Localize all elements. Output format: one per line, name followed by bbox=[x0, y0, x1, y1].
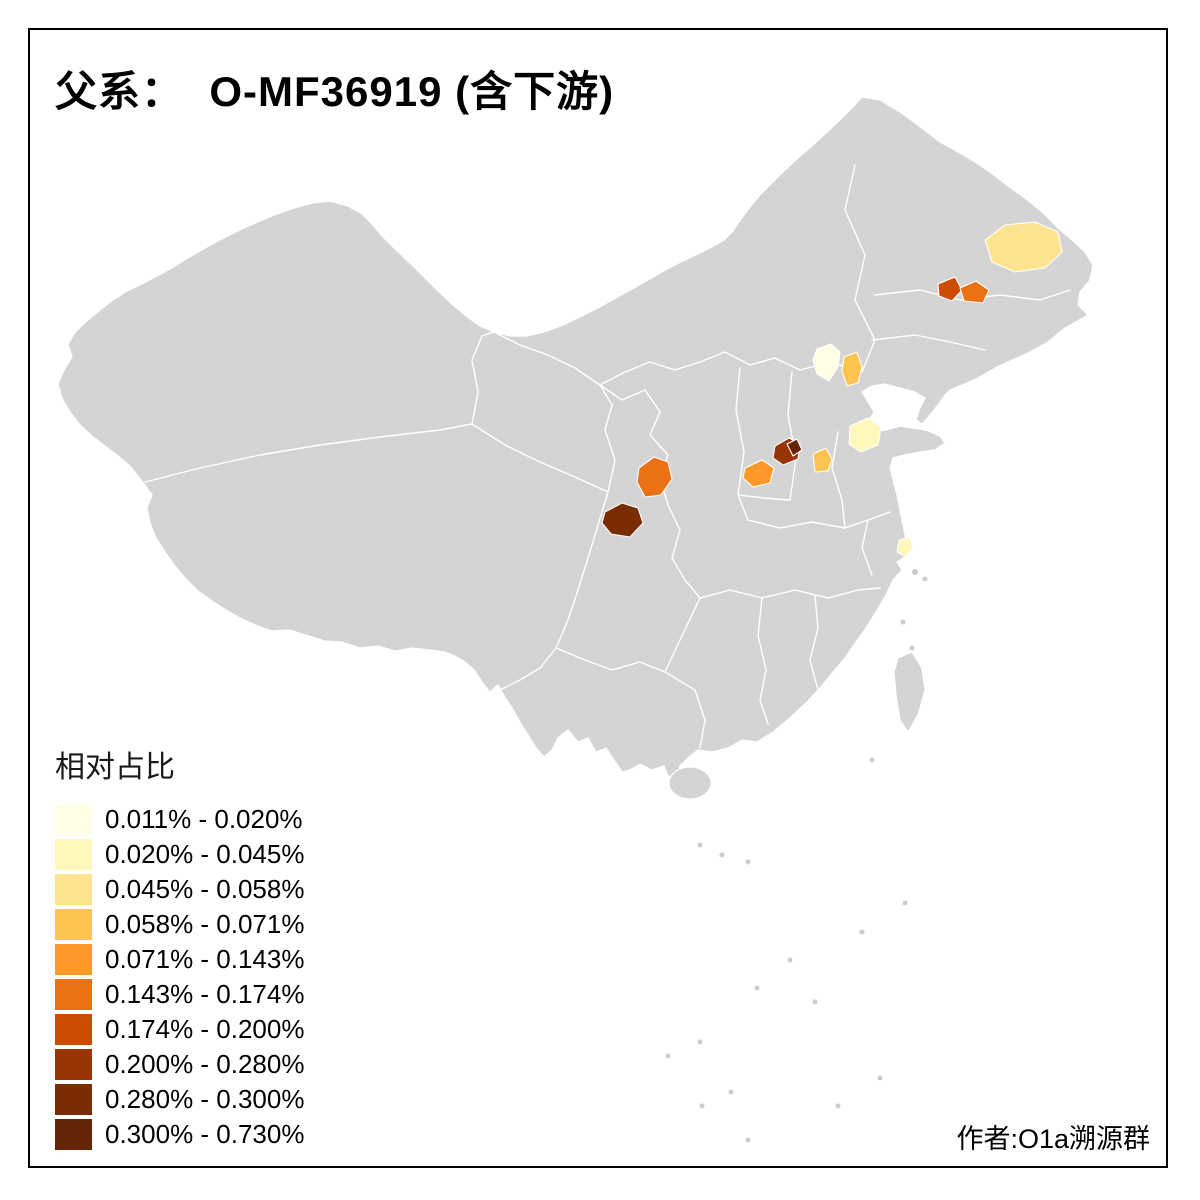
legend-item: 0.200% - 0.280% bbox=[55, 1049, 304, 1080]
legend-swatch bbox=[55, 1084, 92, 1115]
legend-items: 0.011% - 0.020% 0.020% - 0.045% 0.045% - 0… bbox=[55, 804, 304, 1150]
legend-label: 0.174% - 0.200% bbox=[105, 1014, 305, 1044]
highlight-east-of-beijing bbox=[841, 351, 863, 387]
legend-item: 0.045% - 0.058% bbox=[55, 874, 304, 905]
highlight-central-darkest bbox=[786, 438, 803, 457]
china-mainland-shape bbox=[57, 96, 1094, 779]
page-title: 父系： O-MF36919 (含下游) bbox=[55, 68, 615, 115]
highlight-central-orange-2 bbox=[812, 447, 833, 473]
highlight-northeast-pale bbox=[984, 221, 1063, 273]
legend-swatch bbox=[55, 839, 92, 870]
legend-label: 0.058% - 0.071% bbox=[105, 909, 305, 939]
legend-swatch bbox=[55, 944, 92, 975]
plot-border bbox=[28, 28, 1168, 1168]
highlight-central-orange-1 bbox=[742, 459, 775, 488]
legend-swatch bbox=[55, 1119, 92, 1150]
highlight-northeast-dark bbox=[937, 276, 963, 302]
legend-item: 0.280% - 0.300% bbox=[55, 1084, 304, 1115]
legend-label: 0.300% - 0.730% bbox=[105, 1119, 305, 1149]
legend-label: 0.200% - 0.280% bbox=[105, 1049, 305, 1079]
legend-item: 0.143% - 0.174% bbox=[55, 979, 304, 1010]
legend-label: 0.071% - 0.143% bbox=[105, 944, 305, 974]
highlight-shanghai bbox=[896, 536, 914, 558]
highlight-shaanxi-south bbox=[636, 456, 673, 498]
legend-label: 0.020% - 0.045% bbox=[105, 839, 305, 869]
legend-swatch bbox=[55, 979, 92, 1010]
legend-item: 0.058% - 0.071% bbox=[55, 909, 304, 940]
legend-item: 0.011% - 0.020% bbox=[55, 804, 304, 835]
highlight-sichuan-north bbox=[601, 502, 644, 538]
highlight-shandong bbox=[848, 417, 882, 453]
legend-title: 相对占比 bbox=[55, 751, 175, 784]
legend-item: 0.020% - 0.045% bbox=[55, 839, 304, 870]
legend-swatch bbox=[55, 1049, 92, 1080]
legend-swatch bbox=[55, 1014, 92, 1045]
small-islands bbox=[665, 569, 928, 1143]
province-borders bbox=[144, 164, 1071, 749]
legend-item: 0.300% - 0.730% bbox=[55, 1119, 304, 1150]
highlight-northeast-orange bbox=[959, 280, 990, 304]
highlight-beijing bbox=[812, 343, 841, 382]
legend: 相对占比 0.011% - 0.020% 0.020% - 0.045% 0.045… bbox=[55, 742, 304, 1154]
legend-swatch bbox=[55, 909, 92, 940]
legend-item: 0.071% - 0.143% bbox=[55, 944, 304, 975]
legend-label: 0.011% - 0.020% bbox=[105, 804, 303, 834]
hainan-shape bbox=[668, 766, 712, 800]
legend-label: 0.280% - 0.300% bbox=[105, 1084, 305, 1114]
highlighted-regions bbox=[601, 221, 1063, 558]
legend-swatch bbox=[55, 804, 92, 835]
author-credit: 作者:O1a溯源群 bbox=[956, 1124, 1150, 1154]
legend-swatch bbox=[55, 874, 92, 905]
legend-item: 0.174% - 0.200% bbox=[55, 1014, 304, 1045]
legend-label: 0.143% - 0.174% bbox=[105, 979, 305, 1009]
taiwan-shape bbox=[893, 651, 926, 734]
legend-label: 0.045% - 0.058% bbox=[105, 874, 305, 904]
